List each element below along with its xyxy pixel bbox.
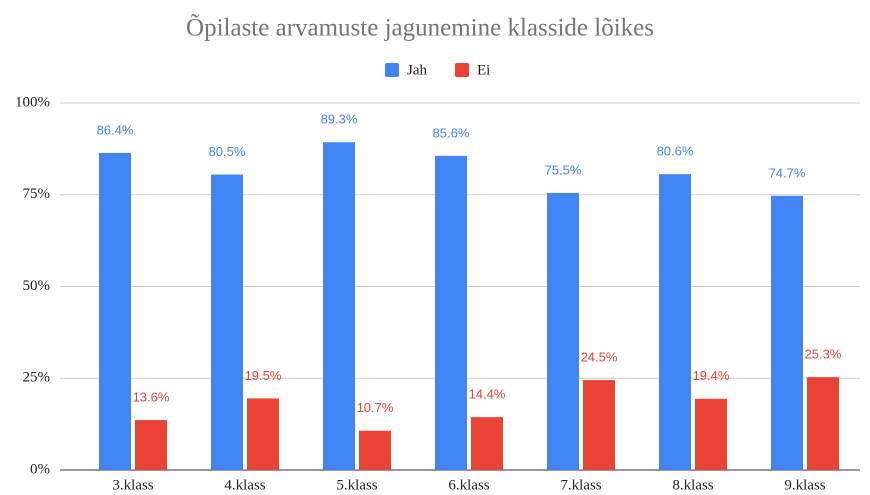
value-label: 19.4%	[693, 368, 730, 383]
value-label: 10.7%	[357, 400, 394, 415]
x-tick-label: 4.klass	[224, 477, 265, 493]
value-label: 85.6%	[433, 125, 470, 140]
x-tick-label: 8.klass	[672, 477, 713, 493]
bar	[659, 174, 691, 470]
bar	[583, 380, 615, 470]
value-label: 74.7%	[769, 165, 806, 180]
x-tick-label: 5.klass	[336, 477, 377, 493]
bar	[435, 155, 467, 470]
value-label: 75.5%	[545, 162, 582, 177]
x-tick-label: 3.klass	[112, 477, 153, 493]
y-tick-label: 50%	[23, 278, 51, 294]
x-tick-label: 9.klass	[784, 477, 825, 493]
legend-swatch	[455, 63, 469, 77]
value-label: 89.3%	[321, 112, 358, 127]
legend-label: Ei	[477, 62, 490, 78]
bar	[695, 398, 727, 470]
y-tick-label: 25%	[23, 370, 51, 386]
bar	[359, 430, 391, 470]
bar	[471, 417, 503, 470]
value-label: 19.5%	[245, 368, 282, 383]
y-tick-label: 100%	[15, 94, 50, 110]
bar	[547, 192, 579, 471]
bar	[247, 398, 279, 470]
value-label: 14.4%	[469, 387, 506, 402]
bar	[211, 174, 243, 470]
y-tick-label: 0%	[30, 461, 50, 477]
value-label: 80.5%	[209, 144, 246, 159]
bar	[323, 142, 355, 471]
chart-title: Õpilaste arvamuste jagunemine klasside l…	[186, 14, 654, 42]
bar	[807, 377, 839, 470]
value-label: 13.6%	[133, 390, 170, 405]
legend-label: Jah	[407, 62, 427, 78]
x-tick-label: 6.klass	[448, 477, 489, 493]
bar	[771, 195, 803, 470]
x-tick-label: 7.klass	[560, 477, 601, 493]
legend-swatch	[385, 63, 399, 77]
bar	[99, 152, 131, 471]
y-tick-label: 75%	[23, 186, 51, 202]
value-label: 24.5%	[581, 350, 618, 365]
bar	[135, 420, 167, 470]
value-label: 25.3%	[805, 347, 842, 362]
value-label: 80.6%	[657, 144, 694, 159]
value-label: 86.4%	[97, 122, 134, 137]
